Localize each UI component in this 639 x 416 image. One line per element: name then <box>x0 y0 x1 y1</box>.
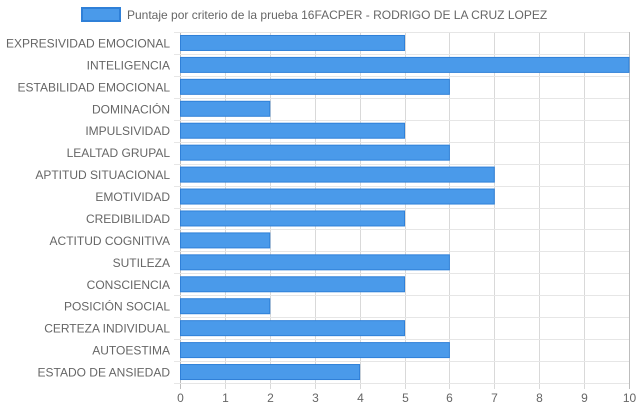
x-axis-ticks: 0 1 2 3 4 5 6 7 8 9 10 <box>177 391 636 405</box>
category-label-consciencia: CONSCIENCIA <box>87 278 170 292</box>
category-label-credibilidad: CREDIBILIDAD <box>86 212 170 226</box>
bar-estabilidad-emocional[interactable] <box>180 78 450 95</box>
x-tick-label: 3 <box>312 391 319 405</box>
bar-sutileza[interactable] <box>180 254 450 271</box>
bar-posicion-social[interactable] <box>180 298 271 315</box>
bar-aptitud-situacional[interactable] <box>180 166 495 183</box>
category-label-lealtad-grupal: LEALTAD GRUPAL <box>67 146 171 160</box>
category-label-sutileza: SUTILEZA <box>113 256 170 270</box>
legend-label[interactable]: Puntaje por criterio de la prueba 16FACP… <box>127 8 547 22</box>
category-label-emotividad: EMOTIVIDAD <box>95 190 170 204</box>
bar-expresividad-emocional[interactable] <box>180 34 405 51</box>
bar-dominacion[interactable] <box>180 100 271 117</box>
bar-actitud-cognitiva[interactable] <box>180 232 271 249</box>
x-tick-label: 4 <box>357 391 364 405</box>
legend-swatch[interactable] <box>81 7 121 22</box>
category-label-aptitud-situacional: APTITUD SITUACIONAL <box>35 168 170 182</box>
bar-certeza-individual[interactable] <box>180 320 405 337</box>
bar-autoestima[interactable] <box>180 342 450 359</box>
category-label-inteligencia: INTELIGENCIA <box>87 58 170 72</box>
x-tick-label: 0 <box>177 391 184 405</box>
category-label-autoestima: AUTOESTIMA <box>92 344 170 358</box>
bars <box>180 34 630 381</box>
bar-estado-de-ansiedad[interactable] <box>180 364 361 381</box>
category-label-actitud-cognitiva: ACTITUD COGNITIVA <box>50 234 170 248</box>
category-label-dominacion: DOMINACIÓN <box>92 101 170 116</box>
x-tick-label: 7 <box>491 391 498 405</box>
bar-inteligencia[interactable] <box>180 56 630 73</box>
legend[interactable]: Puntaje por criterio de la prueba 16FACP… <box>81 7 547 22</box>
category-label-estado-de-ansiedad: ESTADO DE ANSIEDAD <box>38 366 171 380</box>
bar-credibilidad[interactable] <box>180 210 405 227</box>
x-tick-label: 10 <box>623 391 637 405</box>
category-label-posicion-social: POSICIÓN SOCIAL <box>64 299 170 314</box>
x-tick-label: 6 <box>446 391 453 405</box>
x-tick-label: 5 <box>402 391 409 405</box>
bar-consciencia[interactable] <box>180 276 405 293</box>
category-label-expresividad-emocional: EXPRESIVIDAD EMOCIONAL <box>6 36 170 50</box>
x-tick-label: 1 <box>222 391 229 405</box>
category-label-impulsividad: IMPULSIVIDAD <box>85 124 170 138</box>
x-tick-label: 9 <box>581 391 588 405</box>
category-label-certeza-individual: CERTEZA INDIVIDUAL <box>44 322 170 336</box>
bar-lealtad-grupal[interactable] <box>180 144 450 161</box>
bar-emotividad[interactable] <box>180 188 495 205</box>
category-label-estabilidad-emocional: ESTABILIDAD EMOCIONAL <box>18 80 171 94</box>
x-tick-label: 8 <box>536 391 543 405</box>
x-tick-label: 2 <box>267 391 274 405</box>
bar-impulsividad[interactable] <box>180 122 405 139</box>
category-labels: EXPRESIVIDAD EMOCIONAL INTELIGENCIA ESTABI… <box>6 36 170 379</box>
